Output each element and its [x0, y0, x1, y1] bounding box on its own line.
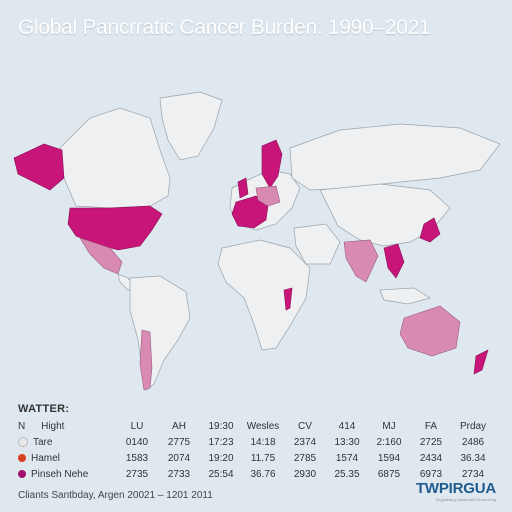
canada [59, 107, 171, 209]
legend-cell: 2735 [125, 468, 149, 480]
south-america [129, 275, 191, 391]
legend-cell: 2486 [461, 436, 485, 448]
russia [289, 123, 501, 191]
legend-cell: 2725 [419, 436, 443, 448]
header-cell: Hight [41, 420, 65, 432]
legend-row-label: Pinseh Nehe [18, 466, 116, 482]
legend-row-name: Pinseh Nehe [31, 468, 89, 480]
legend-cell: 1583 [125, 452, 149, 464]
usa [67, 205, 163, 251]
legend-cell: 11.75 [250, 452, 276, 464]
legend-cell: 6973 [419, 468, 443, 480]
legend-swatch [18, 469, 26, 478]
header-cell: Wesles [246, 420, 280, 432]
header-cell: CV [298, 420, 312, 432]
legend-row-name: Hamel [31, 452, 60, 464]
header-cell: FA [424, 420, 438, 432]
legend-cell: 2:160 [376, 436, 402, 448]
greenland [159, 91, 223, 161]
indonesia [379, 287, 431, 305]
legend-cell: 25:54 [208, 468, 234, 480]
legend-row-name: Tare [33, 436, 53, 448]
africa [217, 239, 311, 351]
southeast-asia [383, 243, 405, 279]
legend-header-row: N Hight LU AH 19:30 Wesles CV 414 MJ FA … [18, 418, 494, 434]
legend-cell: 2733 [167, 468, 191, 480]
legend-cell: 2785 [293, 452, 317, 464]
legend-swatch [18, 453, 26, 462]
legend-cell: 2775 [167, 436, 191, 448]
brand-name: TWPIRGUA [415, 480, 496, 497]
legend-cell: 2734 [461, 468, 485, 480]
legend-cell: 19:20 [208, 452, 234, 464]
uk [237, 177, 249, 199]
legend-cell: 25.35 [334, 468, 360, 480]
legend-cell: 13:30 [334, 436, 360, 448]
legend-row-label: Hamel [18, 450, 116, 466]
new-zealand [473, 349, 489, 375]
world-map [13, 91, 501, 391]
brand-logo: TWPIRGUA Dirgaalaing Naserdant Erurennin… [416, 480, 496, 502]
brand-tagline: Dirgaalaing Naserdant Erurenning [435, 497, 496, 502]
legend-cell: 1574 [335, 452, 359, 464]
chile [139, 329, 153, 391]
header-cell: MJ [382, 420, 396, 432]
middle-east [293, 223, 341, 265]
legend-row: Hamel 1583 2074 19:20 11.75 2785 1574 15… [18, 450, 494, 466]
scandinavia [261, 139, 283, 189]
legend-table: N Hight LU AH 19:30 Wesles CV 414 MJ FA … [18, 418, 494, 482]
legend-row-label: Tare [18, 434, 116, 450]
east-africa-highlight [283, 287, 293, 311]
legend-cell: 36.76 [250, 468, 276, 480]
japan [419, 217, 441, 243]
central-europe [255, 185, 281, 207]
header-cell: LU [130, 420, 144, 432]
header-cell: 19:30 [208, 420, 234, 432]
map-title: Global Pancrratic Cancer Burden: 1990–20… [18, 16, 431, 39]
legend-cell: 2434 [419, 452, 443, 464]
legend-cell: 1594 [377, 452, 401, 464]
legend-cell: 36.34 [460, 452, 486, 464]
legend-cell: 2074 [167, 452, 191, 464]
legend-swatch [18, 436, 28, 447]
india [343, 239, 379, 283]
header-cell: AH [172, 420, 186, 432]
legend-cell: 2930 [293, 468, 317, 480]
legend-cell: 17:23 [208, 436, 234, 448]
legend-cell: 2374 [293, 436, 317, 448]
header-cell: Prday [459, 420, 487, 432]
legend-row: Pinseh Nehe 2735 2733 25:54 36.76 2930 2… [18, 466, 494, 482]
legend-heading: WATTER: [18, 403, 70, 415]
alaska [13, 143, 65, 191]
legend-cell: 6875 [377, 468, 401, 480]
legend-cell: 0140 [125, 436, 149, 448]
australia [399, 305, 461, 357]
header-cell: N [18, 420, 26, 432]
header-cell: 414 [338, 420, 356, 432]
legend-row: Tare 0140 2775 17:23 14:18 2374 13:30 2:… [18, 434, 494, 450]
source-caption: Cliants Santbday, Argen 20021 – 1201 201… [18, 490, 213, 501]
legend-cell: 14:18 [250, 436, 276, 448]
